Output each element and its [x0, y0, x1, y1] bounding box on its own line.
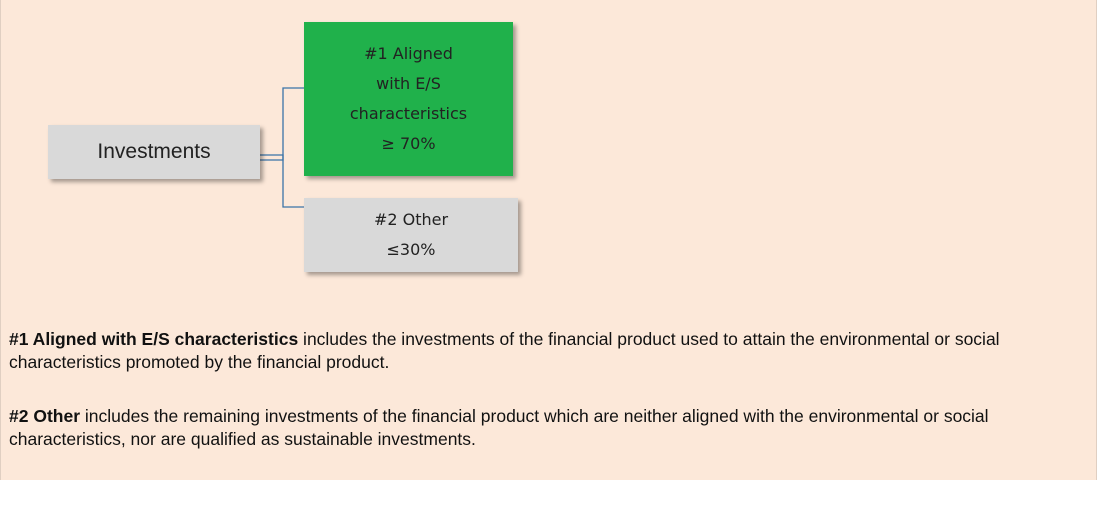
node-other: #2 Other ≤30%	[304, 198, 518, 272]
connectors	[260, 87, 304, 208]
note: #1 Aligned with E/S characteristics incl…	[9, 328, 1084, 374]
node-line: ≤30%	[386, 240, 436, 259]
node-line: #2 Other	[373, 210, 449, 229]
node-investments: Investments	[48, 125, 260, 179]
note-term: #2 Other	[9, 406, 80, 426]
node-line: #1 Aligned	[364, 44, 453, 63]
node-line: with E/S	[376, 74, 441, 93]
page: Investments #1 Aligned with E/S characte…	[0, 0, 1097, 480]
node-line: characteristics	[349, 104, 468, 123]
note-text: includes the remaining investments of th…	[9, 406, 989, 449]
node-line: ≥ 70%	[381, 134, 436, 153]
connector	[260, 154, 304, 208]
connector	[260, 87, 304, 161]
note-term: #1 Aligned with E/S characteristics	[9, 329, 299, 349]
node-aligned: #1 Aligned with E/S characteristics ≥ 70…	[304, 22, 513, 176]
note: #2 Other includes the remaining investme…	[9, 405, 1084, 451]
note-text: includes the investments of the financia…	[9, 329, 1000, 372]
